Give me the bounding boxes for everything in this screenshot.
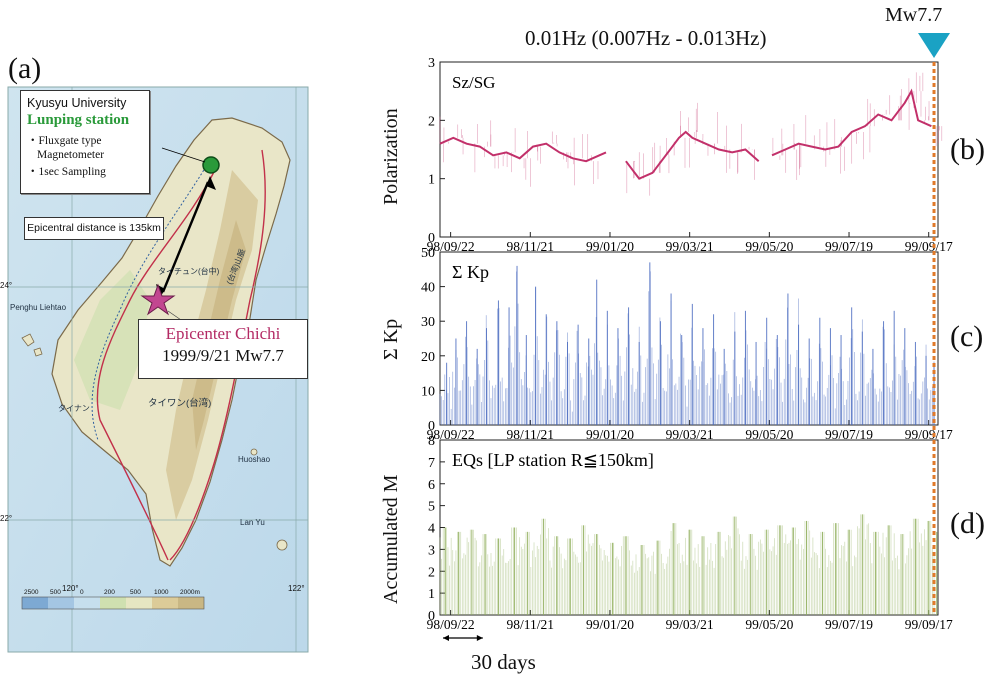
- ytick-label-2-2: 2: [428, 565, 435, 580]
- epicenter-star-icon: [140, 283, 176, 316]
- legend-v3: 200: [104, 589, 115, 596]
- station-bullet-2: ・1sec Sampling: [27, 166, 106, 178]
- epicenter-event: 1999/9/21 Mw7.7: [162, 346, 284, 365]
- ytick-label-1-20: 20: [421, 350, 435, 365]
- ytick-label-0-0: 0: [428, 231, 435, 246]
- ytick-label-1-10: 10: [421, 384, 435, 399]
- ytick-label-1-50: 50: [421, 246, 435, 261]
- xtick-label-2-1: 98/11/21: [507, 617, 555, 632]
- xtick-label-1-5: 99/07/19: [825, 427, 873, 442]
- panel-frame-2: [439, 439, 939, 616]
- ytick-label-0-2: 2: [428, 114, 435, 129]
- huoshao-island: [250, 448, 258, 456]
- xtick-label-1-1: 98/11/21: [507, 427, 555, 442]
- scale-bar-arrow-right: [476, 635, 483, 641]
- legend-v5: 1000: [154, 589, 169, 596]
- ytick-label-0-3: 3: [428, 56, 435, 71]
- xtick-label-1-3: 99/03/21: [666, 427, 714, 442]
- xtick-label-2-0: 98/09/22: [427, 617, 475, 632]
- distance-note: Epicentral distance is 135km: [24, 217, 164, 240]
- ytick-label-1-30: 30: [421, 315, 435, 330]
- xtick-label-2-4: 99/05/20: [745, 617, 793, 632]
- xtick-label-0-2: 99/01/20: [586, 239, 634, 254]
- xtick-label-0-6: 99/09/17: [905, 239, 953, 254]
- place-tainan: タイナン: [58, 404, 90, 413]
- panel-frame-0: [439, 61, 939, 238]
- station-bullet-1b: Magnetometer: [37, 149, 105, 161]
- scale-bar-arrow-left: [443, 635, 449, 641]
- place-lanyu: Lan Yu: [240, 518, 265, 527]
- lanyu-island: [276, 539, 288, 551]
- xtick-label-0-5: 99/07/19: [825, 239, 873, 254]
- place-penghu: Penghu Liehtao: [10, 303, 67, 312]
- xtick-label-2-6: 99/09/17: [905, 617, 953, 632]
- ytick-label-0-1: 1: [428, 173, 435, 188]
- distance-arrow-line: [161, 181, 210, 293]
- chart-top-title: 0.01Hz (0.007Hz - 0.013Hz): [525, 26, 767, 50]
- lat-label-24: 24°: [0, 281, 13, 290]
- ytick-label-2-4: 4: [428, 522, 435, 537]
- station-org: Kyusyu University: [27, 96, 127, 110]
- legend-v4: 500: [130, 589, 141, 596]
- xtick-label-2-2: 99/01/20: [586, 617, 634, 632]
- xtick-label-0-1: 98/11/21: [507, 239, 555, 254]
- place-taichung: タイチュン(台中): [158, 267, 220, 276]
- station-name: Lunping station: [27, 112, 130, 128]
- lunping-station-marker: [202, 156, 220, 174]
- legend-v2: 0: [80, 589, 84, 596]
- xtick-label-2-3: 99/03/21: [666, 617, 714, 632]
- scale-bar-label: 30 days: [471, 650, 536, 674]
- penghu-islands: [21, 333, 43, 357]
- panel-annotation-2: EQs [LP station R≦150km]: [452, 450, 654, 470]
- place-huoshao: Huoshao: [238, 455, 271, 464]
- xtick-label-0-4: 99/05/20: [745, 239, 793, 254]
- lon-label-122: 122°: [288, 584, 305, 593]
- ytick-label-2-3: 3: [428, 543, 435, 558]
- epicenter-name: Epicenter Chichi: [165, 324, 281, 343]
- panel-a-label: (a): [8, 52, 42, 85]
- map-legend-bar: [21, 596, 205, 610]
- ytick-label-2-6: 6: [428, 478, 435, 493]
- ytick-label-2-1: 1: [428, 587, 435, 602]
- xtick-label-0-0: 98/09/22: [427, 239, 475, 254]
- lat-label-22: 22°: [0, 514, 13, 523]
- event-marker-label: Mw7.7: [885, 4, 943, 26]
- panel-c-label: (c): [950, 320, 984, 353]
- ytick-label-1-40: 40: [421, 281, 435, 296]
- ytick-label-2-0: 0: [428, 609, 435, 624]
- place-taiwan: タイワン(台湾): [148, 398, 212, 409]
- xtick-label-2-5: 99/07/19: [825, 617, 873, 632]
- ytick-label-1-0: 0: [428, 419, 435, 434]
- station-info-box: Kyusyu University Lunping station ・Fluxg…: [20, 90, 150, 194]
- xtick-label-1-0: 98/09/22: [427, 427, 475, 442]
- panel-annotation-0: Sz/SG: [452, 73, 495, 92]
- ytick-label-2-8: 8: [428, 434, 435, 449]
- legend-v0: 2500: [24, 589, 39, 596]
- ytick-label-2-7: 7: [428, 456, 435, 471]
- panel-d-label: (d): [950, 507, 985, 540]
- xtick-label-1-6: 99/09/17: [905, 427, 953, 442]
- xtick-label-1-4: 99/05/20: [745, 427, 793, 442]
- legend-v6: 2000m: [180, 589, 200, 596]
- panel-annotation-1: Σ Kp: [452, 262, 489, 282]
- epicenter-info-box: Epicenter Chichi 1999/9/21 Mw7.7: [138, 319, 308, 379]
- polarization-series-line: [439, 88, 932, 180]
- xtick-label-1-2: 99/01/20: [586, 427, 634, 442]
- xtick-label-0-3: 99/03/21: [666, 239, 714, 254]
- station-bullet-1: ・Fluxgate type: [27, 135, 102, 147]
- event-triangle-icon: [918, 33, 951, 58]
- distance-arrow-head-top: [206, 176, 216, 190]
- lon-label-120: 120°: [62, 584, 79, 593]
- legend-v1: 500: [50, 589, 61, 596]
- panel-b-label: (b): [950, 133, 985, 166]
- ytick-label-2-5: 5: [428, 500, 435, 515]
